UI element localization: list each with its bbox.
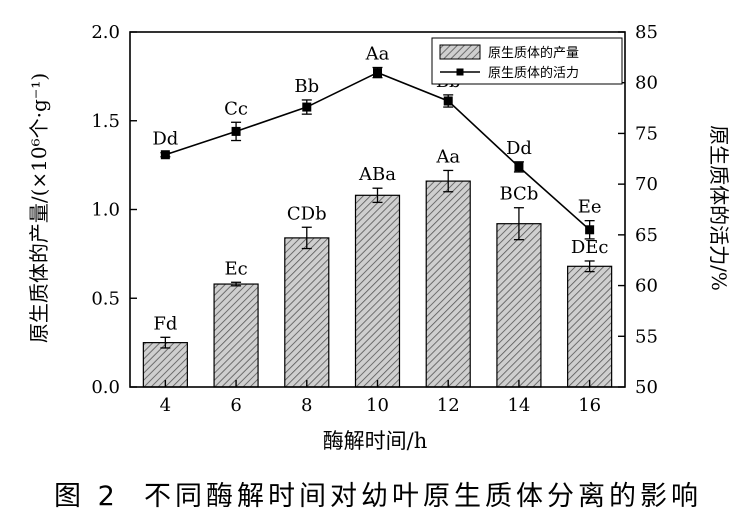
y-left-tick-label: 2.0 [91,22,120,43]
x-tick-label: 10 [366,395,389,416]
bar-16 [567,265,613,388]
activity-point-16 [585,225,595,235]
y-right-tick-label: 55 [635,326,658,347]
bar-label: CDb [287,203,327,224]
y-left-tick-label: 1.5 [91,111,120,132]
y-axis-left-title: 原生质体的产量/(×10⁶个·g⁻¹) [27,73,51,343]
bar-label: BCb [499,184,538,205]
y-axis-right-title: 原生质体的活力/% [707,125,731,291]
y-left-tick-label: 1.0 [91,200,120,221]
legend-line-marker [456,68,464,76]
x-tick-label: 4 [160,395,171,416]
point-label: Aa [365,44,390,65]
y-right-tick-label: 65 [635,225,658,246]
point-label: Ee [578,197,602,218]
bar-4 [142,342,188,388]
y-left-tick-label: 0.5 [91,288,120,309]
legend-line-label: 原生质体的活力 [488,65,579,81]
activity-point-6 [231,126,241,136]
activity-point-10 [373,68,382,78]
bar-10 [354,194,401,388]
y-right-tick-label: 80 [635,73,658,94]
y-left-tick-label: 0.0 [91,377,120,398]
bar-6 [213,283,259,388]
point-label: Dd [152,129,178,150]
bar-label: DEc [571,237,609,258]
point-label: Dd [506,138,532,159]
point-label: Bb [294,76,319,97]
y-right-tick-label: 60 [635,276,658,297]
figure-caption: 图 2 不同酶解时间对幼叶原生质体分离的影响 [54,481,702,512]
activity-point-14 [514,162,524,172]
bar-8 [284,237,330,388]
point-label: Cc [224,98,248,119]
activity-point-8 [302,102,312,112]
x-tick-label: 12 [437,395,460,416]
bar-label: Aa [435,146,460,167]
x-tick-label: 6 [230,395,241,416]
bar-14 [496,223,542,388]
y-right-tick-label: 70 [635,174,658,195]
bar-12 [425,180,471,388]
y-right-tick-label: 85 [635,22,658,43]
x-tick-label: 8 [301,395,312,416]
activity-point-12 [443,96,453,106]
y-right-tick-label: 75 [635,123,658,144]
legend-box [431,37,623,85]
bar-label: ABa [358,164,396,185]
bar-label: Ec [224,258,247,279]
x-tick-label: 16 [578,395,601,416]
x-axis-title: 酶解时间/h [323,429,428,453]
legend-bar-swatch [439,44,481,60]
bar-label: Fd [153,313,177,334]
x-tick-label: 14 [507,395,530,416]
activity-point-4 [160,150,170,160]
y-right-tick-label: 50 [635,377,658,398]
legend-bar-label: 原生质体的产量 [488,45,579,61]
